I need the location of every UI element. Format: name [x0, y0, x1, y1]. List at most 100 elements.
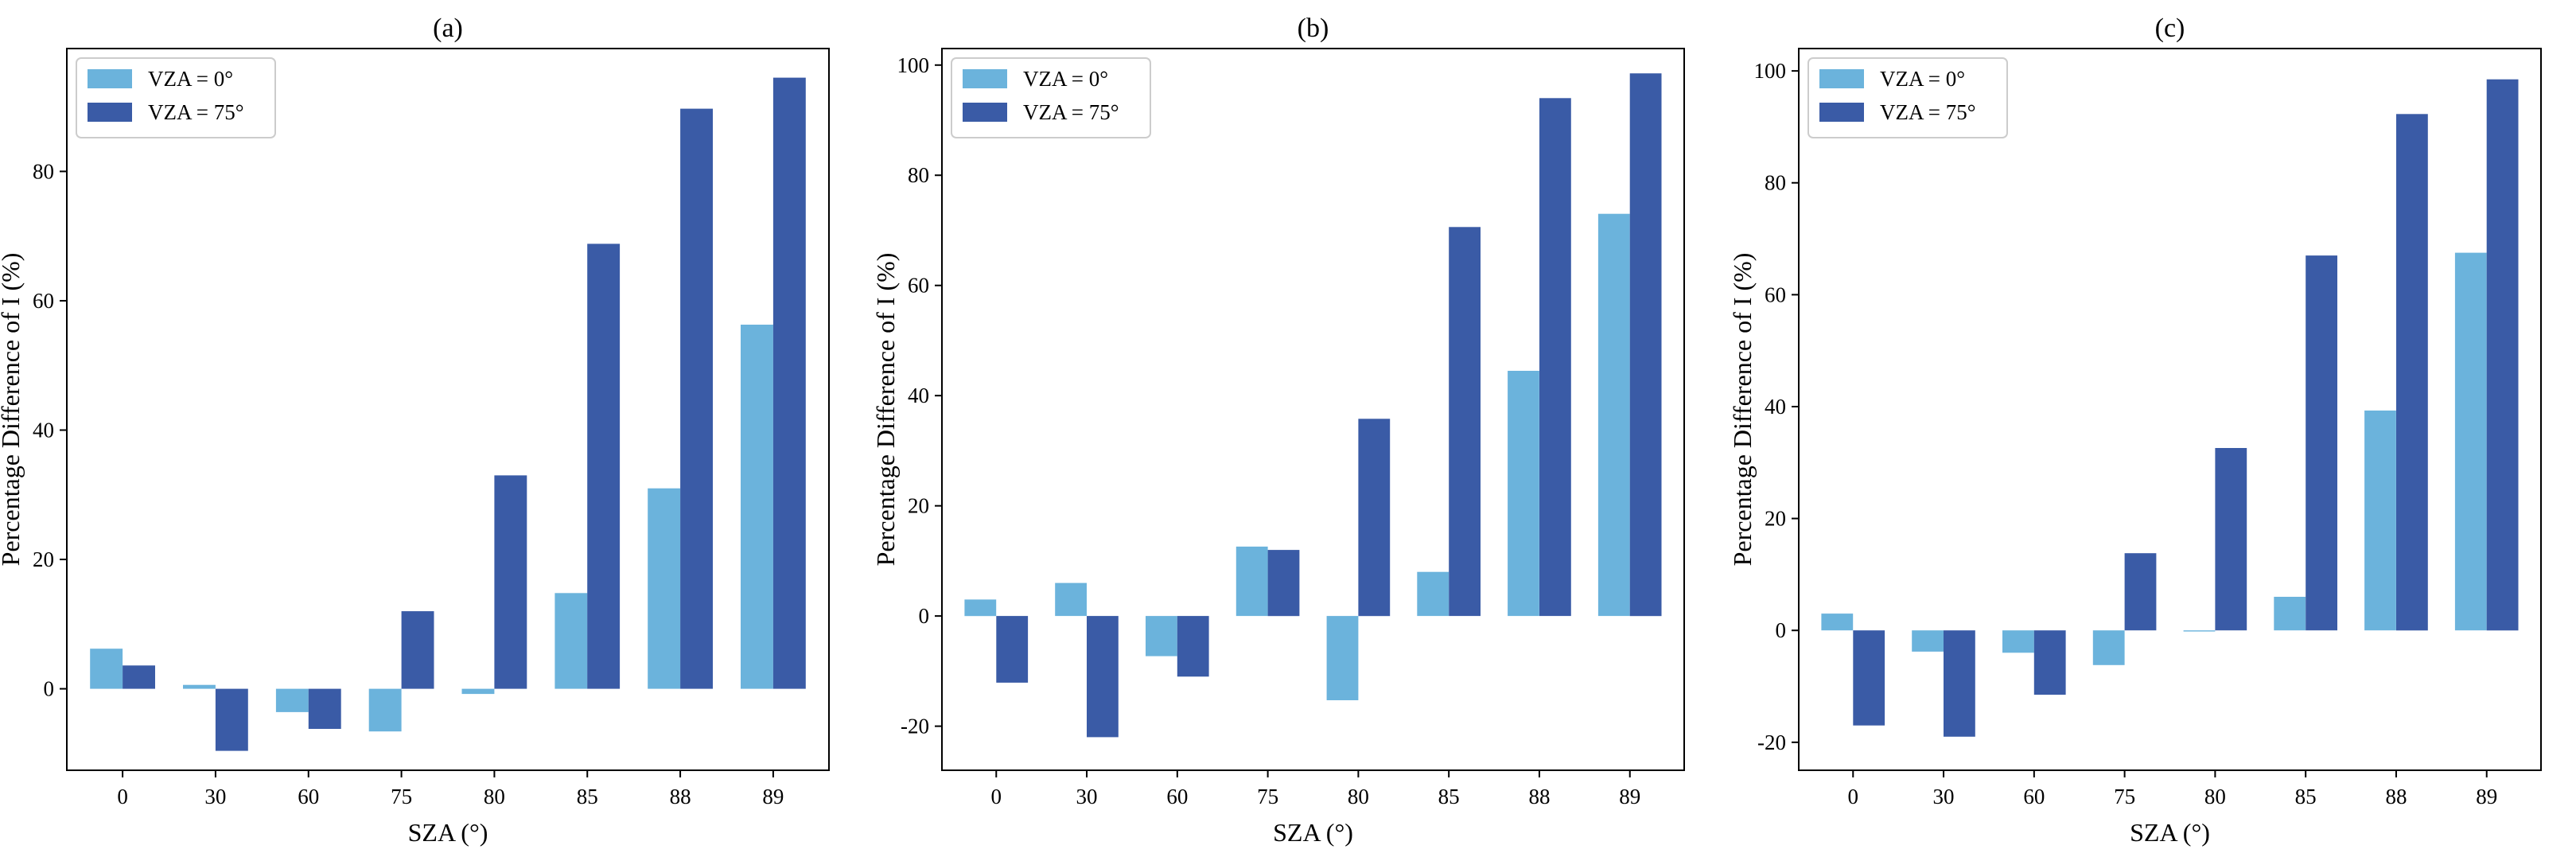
- y-axis-label: Percentage Difference of I (%): [871, 253, 900, 567]
- bar-vza0-sza-0: [90, 649, 123, 689]
- bar-vza75-sza-30: [1944, 630, 1975, 737]
- y-axis-label: Percentage Difference of I (%): [0, 253, 25, 567]
- bar-vza0-sza-88: [1508, 371, 1539, 617]
- bar-vza0-sza-75: [2092, 630, 2125, 665]
- x-tick-label: 30: [1933, 785, 1955, 808]
- chart-panel-1: 0 30 60 75 80 85 88 89 -20 0 20 40 60 80 100 (b) SZA (°)…: [871, 14, 1685, 847]
- legend-label-vza75: VZA = 75°: [148, 100, 244, 124]
- legend-label-vza0: VZA = 0°: [1880, 67, 1965, 91]
- x-axis-label: SZA (°): [2130, 818, 2210, 847]
- x-tick-label: 60: [1166, 785, 1188, 808]
- bar-vza75-sza-85: [1449, 227, 1481, 617]
- x-tick-label: 80: [2204, 785, 2226, 808]
- legend-label-vza0: VZA = 0°: [148, 67, 233, 91]
- y-tick-label: 60: [1765, 282, 1786, 306]
- plot-frame: [66, 48, 830, 771]
- chart-title: (a): [433, 14, 463, 43]
- legend-swatch-vza0: [1819, 69, 1864, 88]
- legend-label-vza75: VZA = 75°: [1023, 100, 1119, 124]
- legend-label-vza0: VZA = 0°: [1023, 67, 1108, 91]
- bar-vza0-sza-75: [1235, 546, 1268, 617]
- x-tick-label: 0: [117, 785, 128, 808]
- x-tick-label: 88: [1528, 785, 1550, 808]
- x-tick-label: 30: [1076, 785, 1098, 808]
- bar-vza0-sza-85: [555, 593, 588, 689]
- legend-swatch-vza0: [88, 69, 132, 88]
- bar-vza0-sza-60: [1146, 616, 1177, 656]
- y-tick-label: 0: [1776, 618, 1787, 642]
- bar-vza0-sza-80: [1326, 616, 1359, 700]
- bar-vza0-sza-0: [1821, 614, 1854, 631]
- bar-vza75-sza-89: [2486, 79, 2519, 631]
- y-tick-label: -20: [901, 715, 929, 738]
- bar-vza75-sza-89: [1629, 73, 1662, 617]
- y-tick-label: 0: [44, 677, 55, 701]
- bar-vza75-sza-60: [308, 688, 341, 729]
- chart-panel-2: 0 30 60 75 80 85 88 89 -20 0 20 40 60 80 100 (c) SZA (°)…: [1728, 14, 2542, 847]
- bar-vza75-sza-75: [1267, 550, 1300, 617]
- bar-vza75-sza-85: [2306, 255, 2337, 631]
- y-tick-label: 80: [908, 163, 929, 187]
- bar-vza0-sza-30: [1055, 582, 1087, 617]
- x-tick-label: 60: [2023, 785, 2045, 808]
- bar-vza0-sza-0: [964, 599, 997, 617]
- plot-frame: [941, 48, 1685, 771]
- bar-vza75-sza-60: [1177, 616, 1209, 677]
- bar-vza75-sza-80: [1358, 419, 1391, 617]
- legend-swatch-vza75: [1819, 103, 1864, 122]
- y-tick-label: 40: [1765, 395, 1786, 419]
- plot-frame: [1798, 48, 2542, 771]
- bar-vza0-sza-88: [2364, 410, 2396, 631]
- x-tick-label: 88: [2385, 785, 2407, 808]
- x-tick-label: 0: [991, 785, 1002, 808]
- y-tick-label: -20: [1757, 730, 1786, 754]
- y-tick-label: 60: [908, 274, 929, 298]
- x-tick-label: 89: [2476, 785, 2497, 808]
- bar-vza75-sza-80: [494, 475, 527, 689]
- bar-vza0-sza-89: [2454, 252, 2487, 631]
- bar-vza0-sza-88: [648, 488, 681, 689]
- bar-vza0-sza-30: [1912, 630, 1944, 652]
- x-tick-label: 75: [1257, 785, 1278, 808]
- legend-swatch-vza75: [88, 103, 132, 122]
- x-tick-label: 75: [391, 785, 412, 808]
- x-tick-label: 88: [670, 785, 691, 808]
- bar-vza75-sza-88: [680, 108, 713, 689]
- y-tick-label: 80: [1765, 171, 1786, 195]
- y-tick-label: 80: [33, 159, 54, 183]
- bar-vza0-sza-80: [2183, 630, 2216, 632]
- bar-vza0-sza-89: [741, 325, 773, 689]
- bar-vza75-sza-60: [2033, 630, 2066, 695]
- y-tick-label: 20: [1765, 507, 1786, 531]
- x-tick-label: 80: [1348, 785, 1369, 808]
- bar-vza0-sza-80: [461, 688, 495, 695]
- x-tick-label: 85: [577, 785, 598, 808]
- bar-vza75-sza-75: [401, 611, 434, 689]
- chart-title: (c): [2155, 14, 2185, 43]
- bar-vza0-sza-30: [183, 684, 216, 689]
- bar-vza0-sza-60: [275, 688, 309, 712]
- y-axis-label: Percentage Difference of I (%): [1728, 253, 1757, 567]
- y-tick-label: 100: [897, 53, 930, 77]
- bar-vza0-sza-75: [368, 688, 402, 732]
- x-axis-label: SZA (°): [1273, 818, 1353, 847]
- y-tick-label: 20: [33, 547, 54, 571]
- chart-title: (b): [1298, 14, 1329, 43]
- legend-swatch-vza0: [963, 69, 1007, 88]
- chart-panel-0: 0 30 60 75 80 85 88 89 0 20 40 60 80 (a) SZA (°) Percen…: [0, 14, 830, 847]
- y-tick-label: 60: [33, 289, 54, 313]
- y-tick-label: 20: [908, 494, 929, 518]
- bar-vza75-sza-0: [1853, 630, 1885, 726]
- x-tick-label: 85: [1438, 785, 1460, 808]
- bar-vza75-sza-88: [1539, 98, 1571, 617]
- legend-label-vza75: VZA = 75°: [1880, 100, 1976, 124]
- bar-vza75-sza-30: [215, 688, 248, 751]
- bar-vza0-sza-85: [1417, 571, 1449, 617]
- x-tick-label: 80: [484, 785, 505, 808]
- x-axis-label: SZA (°): [408, 818, 488, 847]
- bar-vza75-sza-0: [123, 665, 155, 689]
- bar-vza0-sza-85: [2274, 597, 2306, 631]
- bar-vza75-sza-89: [772, 77, 806, 689]
